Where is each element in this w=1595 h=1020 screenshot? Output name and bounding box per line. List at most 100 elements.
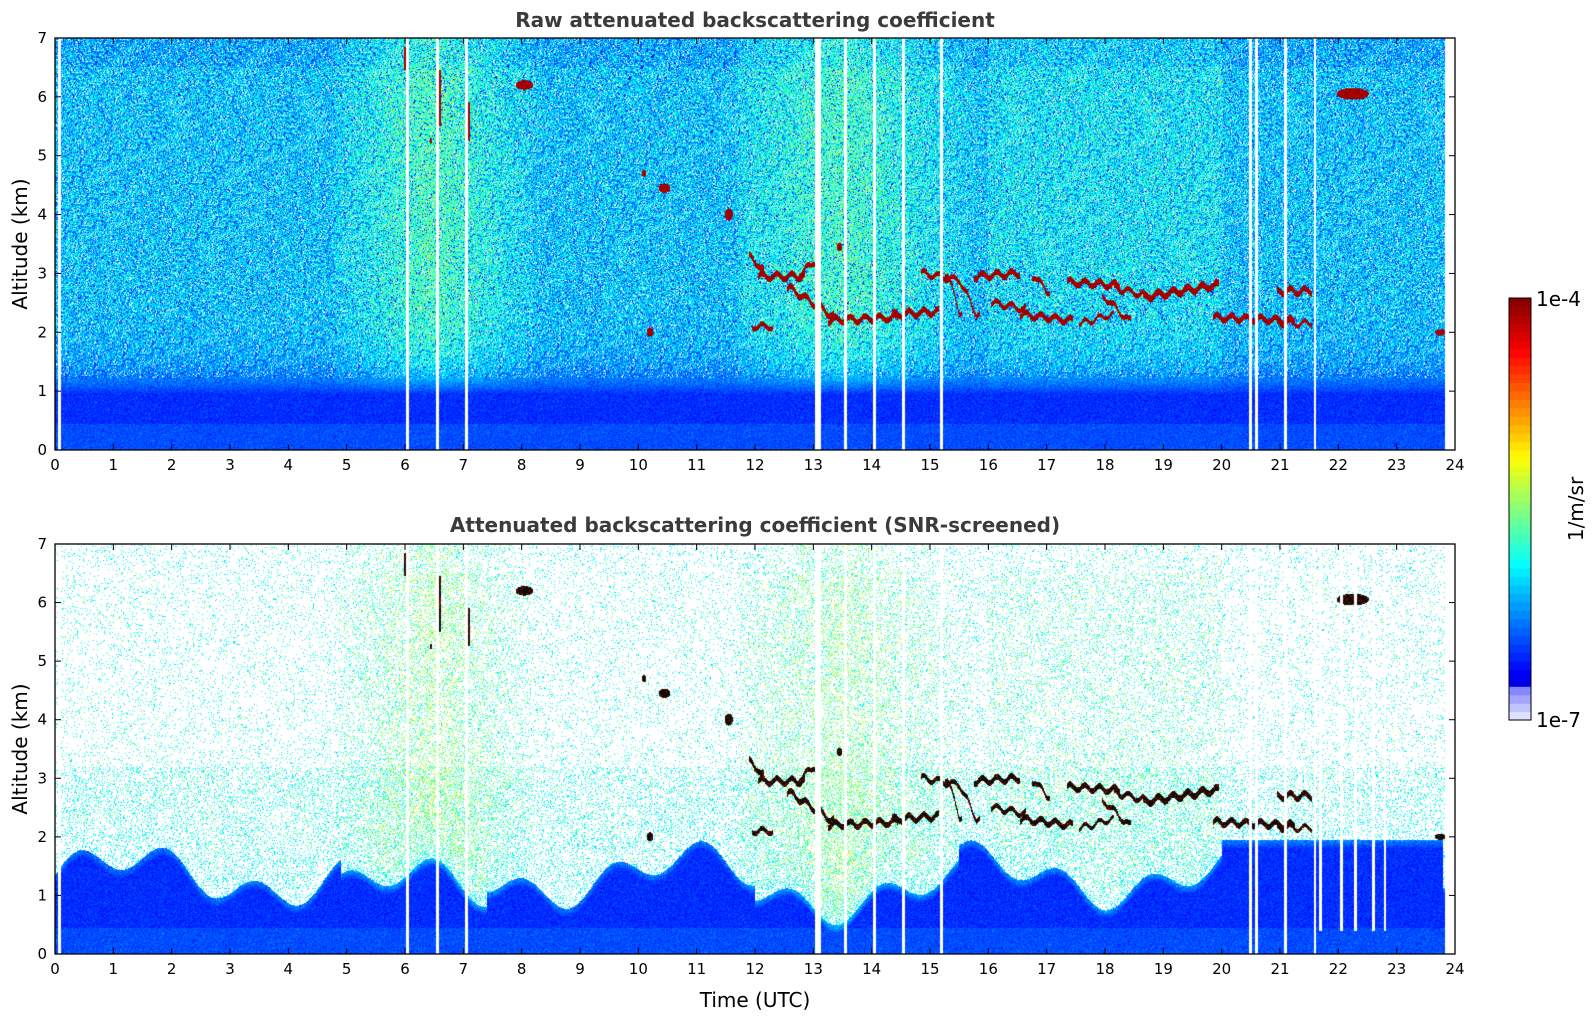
colorbar-step xyxy=(1509,492,1531,502)
x-tick-label: 13 xyxy=(804,456,823,474)
colorbar-step xyxy=(1509,618,1531,628)
colorbar-step xyxy=(1509,694,1531,704)
x-tick-label: 19 xyxy=(1154,456,1173,474)
colorbar-step xyxy=(1509,449,1531,459)
colorbar-step xyxy=(1509,331,1531,341)
colorbar-step xyxy=(1509,711,1531,721)
y-tick-label: 1 xyxy=(37,886,47,904)
colorbar-step xyxy=(1509,627,1531,637)
x-tick-label: 7 xyxy=(459,960,469,978)
colorbar-step xyxy=(1509,652,1531,662)
colorbar-step xyxy=(1509,483,1531,493)
x-tick-label: 1 xyxy=(109,960,119,978)
colorbar-step xyxy=(1509,458,1531,468)
x-tick-label: 23 xyxy=(1387,456,1406,474)
colorbar-step xyxy=(1509,314,1531,324)
x-axis-label-screened: Time (UTC) xyxy=(699,988,811,1012)
x-tick-label: 22 xyxy=(1329,960,1348,978)
colorbar-step xyxy=(1509,323,1531,333)
colorbar-step xyxy=(1509,551,1531,561)
x-tick-label: 18 xyxy=(1095,456,1114,474)
colorbar: 1e-4 1e-7 1/m/sr xyxy=(1508,287,1588,732)
panel-raw: Raw attenuated backscattering coefficien… xyxy=(8,8,1465,474)
x-tick-label: 9 xyxy=(575,456,585,474)
x-tick-label: 23 xyxy=(1387,960,1406,978)
x-tick-label: 19 xyxy=(1154,960,1173,978)
x-tick-label: 18 xyxy=(1095,960,1114,978)
colorbar-step xyxy=(1509,559,1531,569)
x-tick-label: 14 xyxy=(862,960,881,978)
colorbar-step xyxy=(1509,660,1531,670)
x-tick-label: 14 xyxy=(862,456,881,474)
y-tick-label: 5 xyxy=(37,652,47,670)
colorbar-step xyxy=(1509,517,1531,527)
colorbar-step xyxy=(1509,399,1531,409)
colorbar-step xyxy=(1509,357,1531,367)
x-tick-label: 4 xyxy=(284,456,294,474)
colorbar-step xyxy=(1509,601,1531,611)
x-axis-ticks-raw: 0 1 2 3 4 5 6 7 8 9 10 11 12 13 14 15 16 17 18 19 20 21 22 23 24 xyxy=(50,38,1465,474)
colorbar-step xyxy=(1509,382,1531,392)
colorbar-step xyxy=(1509,373,1531,383)
colorbar-step xyxy=(1509,703,1531,713)
panel-screened: Attenuated backscattering coefficient (S… xyxy=(8,513,1465,1012)
x-tick-label: 3 xyxy=(225,456,235,474)
y-tick-label: 6 xyxy=(37,594,47,612)
y-tick-label: 5 xyxy=(37,147,47,165)
colorbar-step xyxy=(1509,424,1531,434)
x-tick-label: 12 xyxy=(745,456,764,474)
y-tick-label: 3 xyxy=(37,769,47,787)
y-axis-label-raw: Altitude (km) xyxy=(8,178,32,309)
x-tick-label: 17 xyxy=(1037,456,1056,474)
x-tick-label: 1 xyxy=(109,456,119,474)
colorbar-step xyxy=(1509,298,1531,308)
y-tick-label: 2 xyxy=(37,828,47,846)
y-axis-ticks-raw: 0 1 2 3 4 5 6 7 xyxy=(37,29,1455,459)
colorbar-min-label: 1e-7 xyxy=(1536,708,1581,732)
y-tick-label: 1 xyxy=(37,382,47,400)
x-tick-label: 22 xyxy=(1329,456,1348,474)
x-tick-label: 8 xyxy=(517,960,527,978)
x-tick-label: 8 xyxy=(517,456,527,474)
y-tick-label: 3 xyxy=(37,264,47,282)
colorbar-step xyxy=(1509,475,1531,485)
x-tick-label: 3 xyxy=(225,960,235,978)
chart-title-raw: Raw attenuated backscattering coefficien… xyxy=(515,8,995,32)
x-tick-label: 6 xyxy=(400,960,410,978)
x-tick-label: 24 xyxy=(1445,960,1464,978)
colorbar-gradient xyxy=(1509,298,1531,721)
x-tick-label: 6 xyxy=(400,456,410,474)
colorbar-step xyxy=(1509,610,1531,620)
colorbar-step xyxy=(1509,348,1531,358)
colorbar-step xyxy=(1509,534,1531,544)
colorbar-step xyxy=(1509,669,1531,679)
colorbar-frame xyxy=(1508,297,1532,721)
colorbar-step xyxy=(1509,390,1531,400)
colorbar-step xyxy=(1509,509,1531,519)
colorbar-step xyxy=(1509,635,1531,645)
chart-title-screened: Attenuated backscattering coefficient (S… xyxy=(450,513,1060,537)
colorbar-step xyxy=(1509,433,1531,443)
x-tick-label: 11 xyxy=(687,456,706,474)
x-tick-label: 11 xyxy=(687,960,706,978)
colorbar-step xyxy=(1509,306,1531,316)
y-axis-label-screened: Altitude (km) xyxy=(8,683,32,814)
colorbar-step xyxy=(1509,644,1531,654)
x-tick-label: 15 xyxy=(920,456,939,474)
x-tick-label: 15 xyxy=(920,960,939,978)
x-tick-label: 5 xyxy=(342,960,352,978)
x-tick-label: 5 xyxy=(342,456,352,474)
x-tick-label: 12 xyxy=(745,960,764,978)
colorbar-step xyxy=(1509,593,1531,603)
y-tick-label: 2 xyxy=(37,323,47,341)
x-tick-label: 20 xyxy=(1212,456,1231,474)
x-tick-label: 13 xyxy=(804,960,823,978)
x-tick-label: 24 xyxy=(1445,456,1464,474)
x-tick-label: 16 xyxy=(979,456,998,474)
x-tick-label: 4 xyxy=(284,960,294,978)
x-tick-label: 2 xyxy=(167,960,177,978)
y-tick-label: 7 xyxy=(37,535,47,553)
colorbar-step xyxy=(1509,525,1531,535)
y-tick-label: 4 xyxy=(37,711,47,729)
x-tick-label: 20 xyxy=(1212,960,1231,978)
